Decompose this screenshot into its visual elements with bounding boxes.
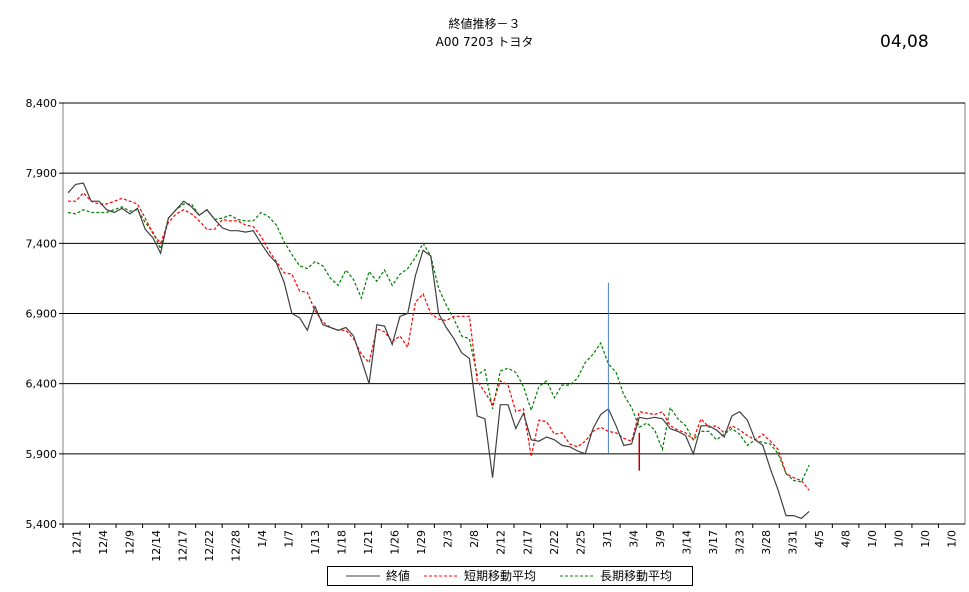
y-tick-label: 6,400: [26, 378, 58, 391]
x-tick-label: 1/13: [309, 530, 322, 555]
y-tick-label: 7,900: [26, 167, 58, 180]
x-tick-label: 12/1: [70, 530, 83, 555]
x-tick-label: 1/0: [893, 530, 906, 548]
x-tick-label: 1/7: [283, 530, 296, 548]
x-tick-label: 3/14: [680, 530, 693, 555]
x-tick-label: 1/18: [336, 530, 349, 555]
x-tick-label: 2/25: [574, 530, 587, 555]
x-tick-label: 3/31: [787, 530, 800, 555]
x-tick-label: 4/8: [840, 530, 853, 548]
x-tick-label: 3/23: [734, 530, 747, 555]
x-tick-label: 1/0: [946, 530, 959, 548]
x-tick-label: 12/28: [229, 530, 242, 562]
series-long-ma-line: [67, 203, 810, 483]
x-tick-label: 2/22: [548, 530, 561, 555]
y-tick-label: 8,400: [26, 97, 58, 110]
legend-label-short-ma: 短期移動平均: [464, 569, 537, 583]
y-tick-label: 5,900: [26, 448, 58, 461]
x-tick-label: 2/3: [442, 530, 455, 548]
x-tick-label: 2/8: [468, 530, 481, 548]
y-tick-label: 6,900: [26, 308, 58, 321]
x-tick-label: 3/9: [654, 530, 667, 548]
x-tick-label: 1/0: [919, 530, 932, 548]
series-short-ma-line: [68, 191, 810, 491]
series-close-line: [67, 182, 810, 520]
x-tick-label: 12/14: [150, 530, 163, 562]
y-tick-label: 7,400: [26, 237, 58, 250]
y-tick-label: 5,400: [26, 518, 58, 531]
stock-code-label: 04,08: [880, 32, 929, 52]
chart-subtitle: A00 7203 トヨタ: [435, 35, 534, 49]
legend-label-long-ma: 長期移動平均: [600, 569, 673, 583]
chart-title: 終値推移－３: [448, 17, 521, 31]
x-tick-label: 12/22: [203, 530, 216, 562]
x-tick-label: 1/0: [866, 530, 879, 548]
x-tick-label: 3/1: [601, 530, 614, 548]
x-tick-label: 12/4: [97, 530, 110, 555]
x-tick-label: 1/29: [415, 530, 428, 555]
x-tick-label: 3/4: [627, 530, 640, 548]
x-tick-label: 1/26: [389, 530, 402, 555]
x-tick-label: 2/17: [521, 530, 534, 555]
x-tick-label: 1/21: [362, 530, 375, 555]
x-tick-label: 3/17: [707, 530, 720, 555]
x-tick-label: 12/17: [176, 530, 189, 562]
x-tick-label: 12/9: [123, 530, 136, 555]
chart-legend: 終値 短期移動平均 長期移動平均: [327, 566, 693, 586]
x-tick-label: 1/4: [256, 530, 269, 548]
x-tick-label: 4/5: [813, 530, 826, 548]
x-tick-label: 2/12: [495, 530, 508, 555]
x-tick-label: 3/28: [760, 530, 773, 555]
legend-label-close: 終値: [386, 569, 411, 583]
